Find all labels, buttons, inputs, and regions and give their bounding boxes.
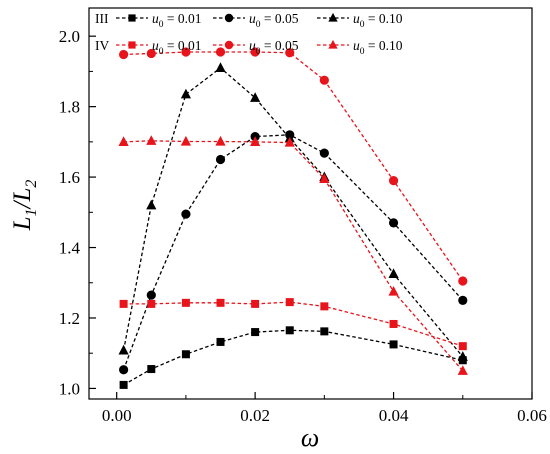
data-point [146, 135, 157, 145]
legend-group-label: IV [95, 38, 109, 53]
legend-marker [128, 41, 136, 49]
legend-label: u0 = 0.05 [249, 11, 299, 30]
data-point [285, 48, 295, 58]
data-point [388, 218, 399, 228]
legend-marker [224, 40, 234, 50]
x-tick-label: 0.04 [379, 406, 409, 425]
data-point [458, 276, 468, 286]
legend-group-label: III [95, 11, 109, 26]
data-point [250, 92, 261, 102]
data-point [320, 327, 329, 336]
series-line [123, 301, 463, 347]
data-point [215, 62, 226, 72]
data-point [388, 176, 399, 186]
y-tick-label: 1.8 [59, 98, 80, 117]
data-point [147, 299, 156, 308]
series-line [122, 134, 464, 370]
data-point [181, 47, 191, 57]
x-tick-label: 0.06 [517, 406, 547, 425]
data-point [458, 295, 468, 305]
data-point [146, 48, 156, 59]
data-point [215, 47, 226, 57]
series-IV-circle [119, 47, 468, 286]
y-tick-label: 1.2 [59, 309, 80, 328]
data-point [319, 173, 330, 183]
data-point [251, 328, 260, 337]
series-line [123, 140, 464, 372]
data-point [216, 337, 225, 346]
data-point [181, 209, 191, 219]
data-point [285, 298, 294, 307]
data-point [180, 135, 192, 146]
data-point [457, 351, 468, 361]
plot-frame [88, 7, 533, 400]
data-point [119, 380, 128, 389]
legend-label: u0 = 0.10 [353, 11, 403, 30]
data-point [118, 136, 129, 146]
series-line [122, 67, 464, 358]
legend-marker [224, 13, 234, 23]
x-axis-title: ω [301, 423, 319, 452]
legend-marker [128, 14, 136, 22]
legend: III u0 = 0.01 u0 = 0.05 u0 = 0.10 IV u0 = 0.0… [95, 11, 403, 57]
data-point [285, 326, 294, 335]
data-point [215, 135, 226, 146]
data-point [319, 148, 329, 158]
data-point [181, 298, 190, 307]
legend-label: u0 = 0.01 [152, 11, 202, 30]
data-point [216, 298, 225, 307]
legend-label: u0 = 0.05 [249, 38, 299, 57]
data-point [284, 136, 295, 147]
data-point [181, 350, 190, 359]
series-line [123, 51, 464, 282]
data-point [388, 285, 399, 296]
data-point [118, 344, 129, 355]
data-point [251, 299, 260, 308]
data-point [388, 268, 399, 279]
axis-ticks: 0.00 0.02 0.04 0.06 1.0 1.2 1.4 1.6 1.8 2.0 [59, 27, 547, 425]
data-point [458, 342, 467, 351]
data-point [147, 365, 156, 374]
x-tick-label: 0.00 [102, 406, 132, 425]
svg-text:L1/L2: L1/L2 [9, 180, 40, 232]
data-point [250, 47, 260, 57]
y-tick-label: 2.0 [59, 27, 80, 46]
x-tick-label: 0.02 [240, 406, 270, 425]
y-tick-label: 1.4 [59, 239, 81, 258]
data-point [146, 199, 157, 210]
data-point [250, 136, 261, 146]
data-point [119, 365, 129, 375]
data-point [215, 154, 226, 165]
data-point [320, 302, 329, 311]
plot-marks [118, 47, 468, 389]
data-point [119, 299, 128, 308]
series-III-circle [119, 130, 468, 375]
data-point [389, 340, 398, 349]
series-line [123, 329, 463, 386]
data-point [389, 319, 398, 328]
series-IV-square [119, 298, 467, 351]
data-point [146, 290, 156, 300]
series-IV-triangle [118, 135, 468, 375]
y-tick-label: 1.6 [59, 168, 80, 187]
data-point [180, 88, 192, 99]
legend-marker [328, 12, 338, 22]
data-point [119, 49, 129, 60]
legend-label: u0 = 0.10 [353, 38, 403, 57]
legend-label: u0 = 0.01 [152, 38, 202, 57]
legend-marker [328, 39, 338, 49]
y-tick-label: 1.0 [59, 379, 80, 398]
data-point [319, 75, 329, 85]
y-axis-title: L1/L2 [9, 180, 40, 232]
data-point [457, 365, 468, 375]
series-III-square [119, 326, 467, 389]
